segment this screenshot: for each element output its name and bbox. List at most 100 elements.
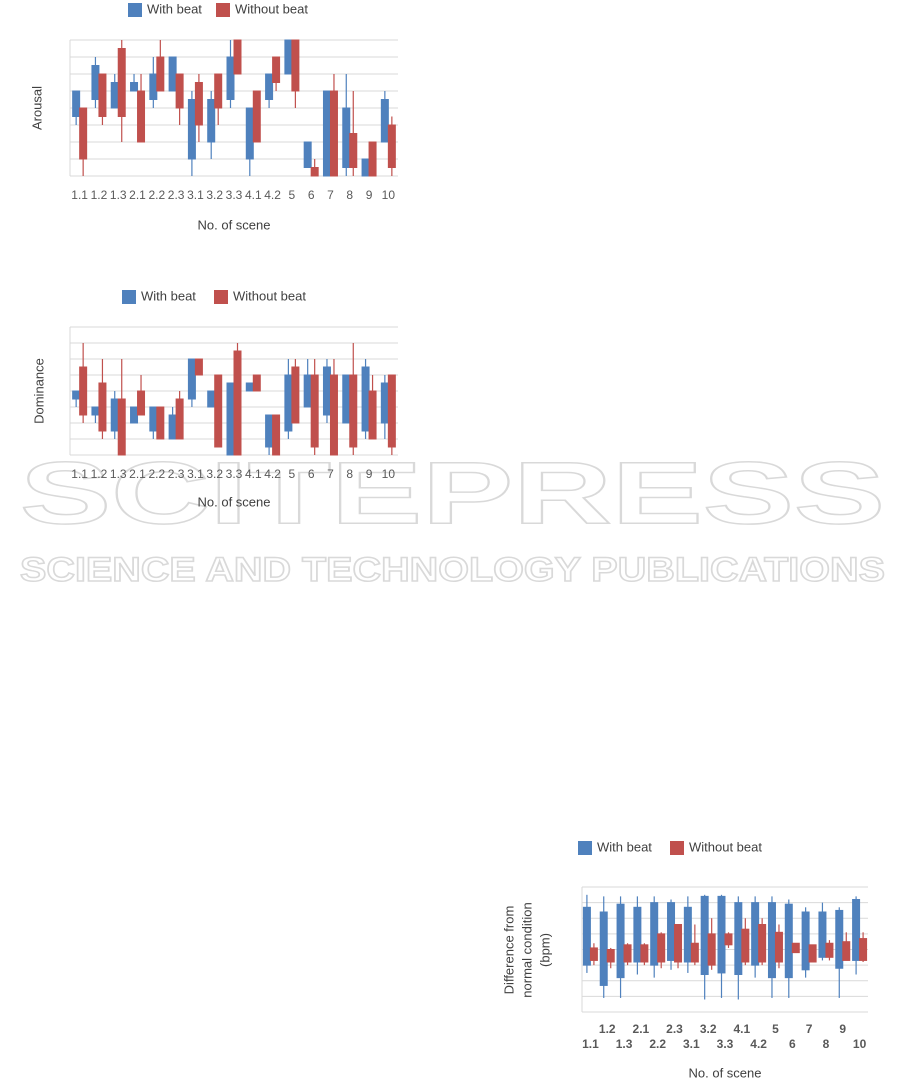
box bbox=[674, 924, 683, 963]
legend-swatch bbox=[122, 290, 136, 304]
x-tick-label: 2.3 bbox=[168, 467, 185, 481]
box bbox=[623, 944, 632, 963]
box bbox=[226, 56, 235, 100]
box bbox=[72, 90, 81, 117]
y-axis-title: Dominance bbox=[31, 358, 46, 424]
x-tick-label: 9 bbox=[366, 188, 373, 202]
box bbox=[690, 942, 699, 963]
legend-swatch bbox=[214, 290, 228, 304]
box bbox=[117, 48, 126, 117]
box bbox=[380, 382, 389, 424]
box bbox=[342, 107, 351, 168]
x-tick-label: 2.3 bbox=[168, 188, 185, 202]
box bbox=[214, 374, 223, 448]
x-tick-label: 2.1 bbox=[129, 467, 146, 481]
box bbox=[91, 406, 100, 416]
x-tick-label: 2.2 bbox=[148, 467, 165, 481]
box bbox=[589, 947, 598, 961]
legend-label: With beat bbox=[141, 288, 196, 303]
x-tick-label: 4.1 bbox=[245, 467, 262, 481]
box bbox=[98, 73, 107, 117]
y-axis-title: Arousal bbox=[29, 86, 44, 130]
box bbox=[194, 358, 203, 376]
watermark-subtitle: SCIENCE AND TECHNOLOGY PUBLICATIONS bbox=[20, 551, 885, 589]
box bbox=[265, 414, 274, 448]
box bbox=[640, 944, 649, 963]
box bbox=[207, 390, 216, 408]
x-tick-label: 1.3 bbox=[110, 467, 127, 481]
box bbox=[852, 899, 861, 961]
box bbox=[791, 942, 800, 954]
box bbox=[187, 99, 196, 160]
legend-label: With beat bbox=[597, 839, 652, 854]
box bbox=[599, 911, 608, 986]
x-tick-label: 3.3 bbox=[717, 1037, 734, 1051]
x-tick-label: 3.1 bbox=[187, 467, 204, 481]
legend-label: With beat bbox=[147, 1, 202, 16]
x-tick-label: 5 bbox=[289, 188, 296, 202]
box bbox=[187, 358, 196, 400]
box bbox=[284, 374, 293, 432]
box bbox=[616, 903, 625, 979]
box bbox=[342, 374, 351, 424]
legend-label: Without beat bbox=[233, 288, 306, 303]
box bbox=[361, 158, 370, 177]
x-tick-label: 10 bbox=[853, 1037, 867, 1051]
box bbox=[117, 398, 126, 456]
box bbox=[387, 374, 396, 448]
x-tick-label: 2.2 bbox=[649, 1037, 666, 1051]
box bbox=[657, 933, 666, 963]
x-tick-label: 1.1 bbox=[71, 188, 88, 202]
box bbox=[322, 366, 331, 416]
x-axis-title: No. of scene bbox=[198, 494, 271, 509]
box bbox=[368, 390, 377, 440]
y-axis-title: normal condition bbox=[519, 902, 534, 997]
x-axis-title: No. of scene bbox=[689, 1065, 762, 1080]
box bbox=[98, 382, 107, 432]
box bbox=[149, 406, 158, 432]
box bbox=[741, 928, 750, 963]
x-tick-label: 7 bbox=[327, 467, 334, 481]
box bbox=[291, 366, 300, 424]
x-tick-label: 7 bbox=[327, 188, 334, 202]
box bbox=[767, 902, 776, 979]
x-tick-label: 1.2 bbox=[91, 467, 108, 481]
box bbox=[349, 374, 358, 448]
box bbox=[156, 406, 165, 440]
box bbox=[717, 895, 726, 974]
box bbox=[784, 903, 793, 979]
box bbox=[310, 374, 319, 448]
box bbox=[226, 382, 235, 456]
box bbox=[734, 902, 743, 975]
x-tick-label: 2.3 bbox=[666, 1022, 683, 1036]
box bbox=[633, 906, 642, 963]
y-axis-title: Difference from bbox=[501, 906, 516, 995]
box bbox=[194, 82, 203, 126]
legend-swatch bbox=[670, 841, 684, 855]
box bbox=[329, 374, 338, 456]
x-tick-label: 4.2 bbox=[264, 188, 281, 202]
box bbox=[774, 931, 783, 963]
x-tick-label: 10 bbox=[382, 467, 396, 481]
box bbox=[252, 374, 261, 392]
box bbox=[825, 942, 834, 958]
watermark-title: SCITEPRESS bbox=[20, 443, 885, 542]
box bbox=[284, 39, 293, 75]
x-tick-label: 7 bbox=[806, 1022, 813, 1036]
box bbox=[808, 944, 817, 963]
box bbox=[79, 107, 88, 160]
x-tick-label: 3.2 bbox=[206, 188, 223, 202]
x-tick-label: 3.1 bbox=[683, 1037, 700, 1051]
box bbox=[91, 65, 100, 100]
x-tick-label: 2.2 bbox=[148, 188, 165, 202]
box bbox=[245, 107, 254, 160]
box bbox=[156, 56, 165, 92]
x-tick-label: 4.1 bbox=[245, 188, 262, 202]
box bbox=[667, 902, 676, 961]
box bbox=[361, 366, 370, 432]
box bbox=[724, 933, 733, 946]
box bbox=[758, 924, 767, 963]
box bbox=[175, 398, 184, 440]
box bbox=[818, 911, 827, 958]
